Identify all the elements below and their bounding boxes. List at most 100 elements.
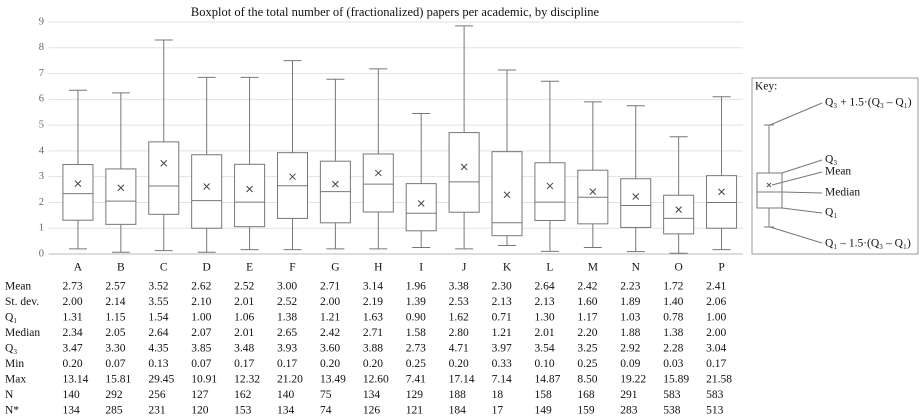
y-tick-label: 4 [39,145,45,156]
table-cell: 0.20 [363,358,383,370]
table-cell: 21.20 [277,374,303,386]
table-cell: 1.30 [534,312,554,324]
table-cell: 13.49 [320,374,346,386]
table-cell: 285 [105,405,123,417]
table-cell: 3.97 [492,343,512,355]
table-cell: 1.38 [277,312,297,324]
table-cell: 2.80 [449,327,469,339]
table-cell: 1.96 [406,281,426,293]
table-cell: 1.15 [105,312,125,324]
table-cell: 1.21 [320,312,340,324]
table-cell: 0.03 [663,358,683,370]
table-cell: 2.42 [577,281,597,293]
table-cell: 3.47 [63,343,83,355]
table-cell: 18 [492,389,504,401]
mean-marker [374,169,382,177]
table-cell: 3.30 [105,343,125,355]
key-pointer [781,159,823,174]
table-cell: 127 [191,389,209,401]
x-tick-label: E [246,262,253,274]
table-cell: 4.71 [449,343,469,355]
table-cell: 2.73 [63,281,83,293]
y-tick-label: 2 [39,197,44,208]
table-cell: 538 [663,405,681,417]
key-pointer [771,171,823,186]
table-cell: 0.09 [620,358,640,370]
table-cell: 162 [234,389,252,401]
key-pointer [769,226,823,244]
table-cell: 2.13 [534,296,554,308]
key-label: Q₃ + 1.5·(Q₃ – Q₁) [825,97,912,109]
x-tick-label: D [203,262,211,274]
table-cell: 2.01 [534,327,554,339]
x-tick-label: F [289,262,295,274]
x-tick-label: M [588,262,598,274]
table-cell: 159 [577,405,595,417]
table-cell: 129 [406,389,424,401]
box [706,175,738,229]
row-label: St. dev. [5,296,39,308]
row-label: Q₃ [5,343,17,355]
key: Key: Q₃ + 1.5·(Q₃ – Q₁) Q₃ Mean Median Q… [751,77,919,255]
table-cell: 0.17 [234,358,254,370]
row-label: Min [5,358,24,370]
table-cell: 13.14 [63,374,89,386]
table-cell: 2.53 [449,296,469,308]
table-cell: 188 [449,389,467,401]
key-frame [751,77,919,255]
table-cell: 4.35 [148,343,168,355]
table-cell: 0.07 [191,358,211,370]
x-tick-label: A [74,262,83,274]
mean-marker [203,183,211,190]
table-cell: 0.20 [449,358,469,370]
y-tick-label: 5 [39,120,44,131]
table-cell: 12.60 [363,374,389,386]
key-box [756,172,783,209]
table-cell: 3.25 [577,343,597,355]
table-cell: 0.20 [320,358,340,370]
table-cell: 2.57 [105,281,125,293]
table-cell: 1.88 [620,327,640,339]
table-cell: 0.71 [492,312,512,324]
table-cell: 15.89 [663,374,689,386]
table-cell: 1.31 [63,312,83,324]
y-tick-label: 0 [39,248,44,259]
table-cell: 1.00 [706,312,726,324]
table-cell: 2.30 [492,281,512,293]
table-cell: 3.85 [191,343,211,355]
mean-marker [417,200,425,207]
table-cell: 1.17 [577,312,597,324]
table-cell: 2.01 [234,296,254,308]
box [534,162,566,221]
table-cell: 0.25 [406,358,426,370]
mean-marker [160,159,168,167]
table-cell: 292 [105,389,123,401]
table-cell: 1.00 [191,312,211,324]
x-tick-label: H [374,262,382,274]
table-cell: 140 [277,389,295,401]
table-cell: 3.04 [706,343,726,355]
table-cell: 134 [277,405,295,417]
table-cell: 3.60 [320,343,340,355]
box [620,178,652,228]
row-label: N* [5,405,19,417]
table-cell: 2.41 [706,281,726,293]
mean-marker [675,206,682,214]
table-cell: 134 [363,389,381,401]
table-cell: 1.39 [406,296,426,308]
table-cell: 2.19 [363,296,383,308]
table-cell: 1.40 [663,296,683,308]
table-cell: 2.10 [191,296,211,308]
table-cell: 2.13 [492,296,512,308]
box [105,168,137,225]
table-cell: 0.17 [277,358,297,370]
table-cell: 2.00 [63,296,83,308]
x-tick-label: G [331,262,339,274]
table-cell: 0.13 [148,358,168,370]
key-pointer [781,191,823,194]
table-cell: 2.64 [148,327,168,339]
table-cell: 231 [148,405,166,417]
table-cell: 74 [320,405,332,417]
table-cell: 2.23 [620,281,640,293]
table-cell: 583 [663,389,681,401]
